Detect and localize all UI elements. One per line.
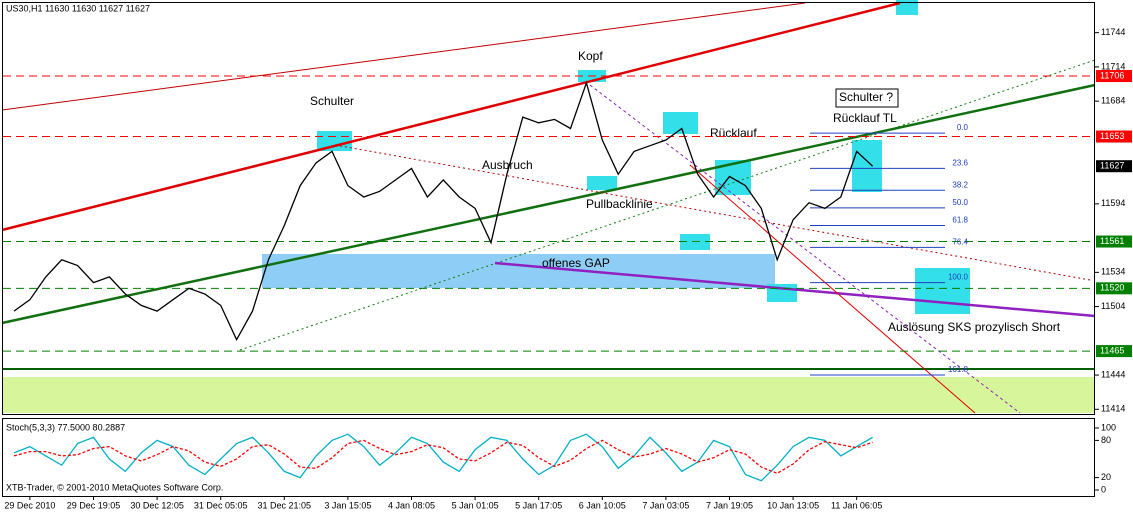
annotation: Schulter ? [839,90,893,104]
y-tick-label: 11414 [1101,404,1125,414]
fib-label: 50.0 [952,198,968,207]
x-tick-label: 29 Dec 19:05 [67,500,121,510]
chart-title: US30,H1 11630 11630 11627 11627 [6,3,150,13]
stoch-line [13,433,873,482]
level-label: 11653 [1100,131,1124,141]
annotation: offenes GAP [542,256,610,270]
stoch-frame [2,418,1095,497]
y-tick-label: 0 [1101,484,1106,494]
fib-label: 100.0 [948,273,969,282]
price-line [13,80,874,342]
y-tick-label: 11444 [1101,369,1125,379]
y-tick-label: 11714 [1101,61,1125,71]
x-tick-label: 4 Jan 08:05 [388,500,435,510]
y-tick-label: 11684 [1101,96,1125,106]
fib-label: 161.8 [948,365,969,374]
x-tick-label: 6 Jan 10:05 [579,500,626,510]
level-box [1096,345,1132,358]
fib-label: 61.8 [952,216,968,225]
x-tick-label: 29 Dec 2010 [4,500,55,510]
fib-label: 23.6 [952,158,968,167]
gap-box [262,254,775,288]
level-box [1096,130,1132,143]
level-label: 11465 [1100,345,1124,355]
x-tick-label: 31 Dec 05:05 [194,500,248,510]
level-label: 11561 [1100,236,1124,246]
x-tick-label: 10 Jan 13:05 [767,500,819,510]
trend-lines [1,1,1096,414]
y-tick-label: 80 [1101,435,1111,445]
level-box [1096,235,1132,248]
stoch-line [13,439,873,475]
y-tick-label: 11504 [1101,301,1125,311]
annotation: Schulter [310,94,354,108]
level-box [1096,282,1132,295]
x-tick-label: 5 Jan 17:05 [515,500,562,510]
fib-label: 0.0 [957,123,969,132]
annotation: Pullbacklinie [586,197,653,211]
y-tick-label: 11744 [1101,27,1125,37]
x-tick-label: 30 Dec 12:05 [130,500,184,510]
x-tick-label: 3 Jan 15:05 [324,500,371,510]
y-tick-label: 11594 [1101,198,1125,208]
main-frame [2,2,1095,415]
annotation: Auslösung SKS prozylisch Short [888,320,1061,334]
x-tick-label: 7 Jan 19:05 [706,500,753,510]
level-box [1096,160,1132,173]
footer: XTB-Trader, © 2001-2010 MetaQuotes Softw… [6,482,223,492]
y-tick-label: 11534 [1101,267,1125,277]
level-label: 11520 [1100,283,1124,293]
annotation: Rücklauf [710,126,757,140]
x-tick-label: 11 Jan 06:05 [831,500,882,510]
annotation: Ausbruch [482,158,533,172]
fib-label: 76.4 [952,237,968,246]
level-label: 11627 [1100,161,1124,171]
annotation: Rücklauf TL [833,111,897,125]
y-tick-label: 100 [1101,422,1116,432]
annotation-box [835,88,899,108]
fib-label: 38.2 [952,180,968,189]
y-tick-label: 20 [1101,472,1111,482]
annotation: Kopf [578,49,603,63]
zone [2,377,1095,413]
x-tick-label: 7 Jan 03:05 [642,500,689,510]
x-tick-label: 5 Jan 01:05 [452,500,499,510]
level-label: 11706 [1100,70,1124,80]
stoch-title: Stoch(5,3,3) 77.5000 80.2887 [6,422,125,432]
level-box [1096,70,1132,83]
x-tick-label: 31 Dec 21:05 [258,500,312,510]
